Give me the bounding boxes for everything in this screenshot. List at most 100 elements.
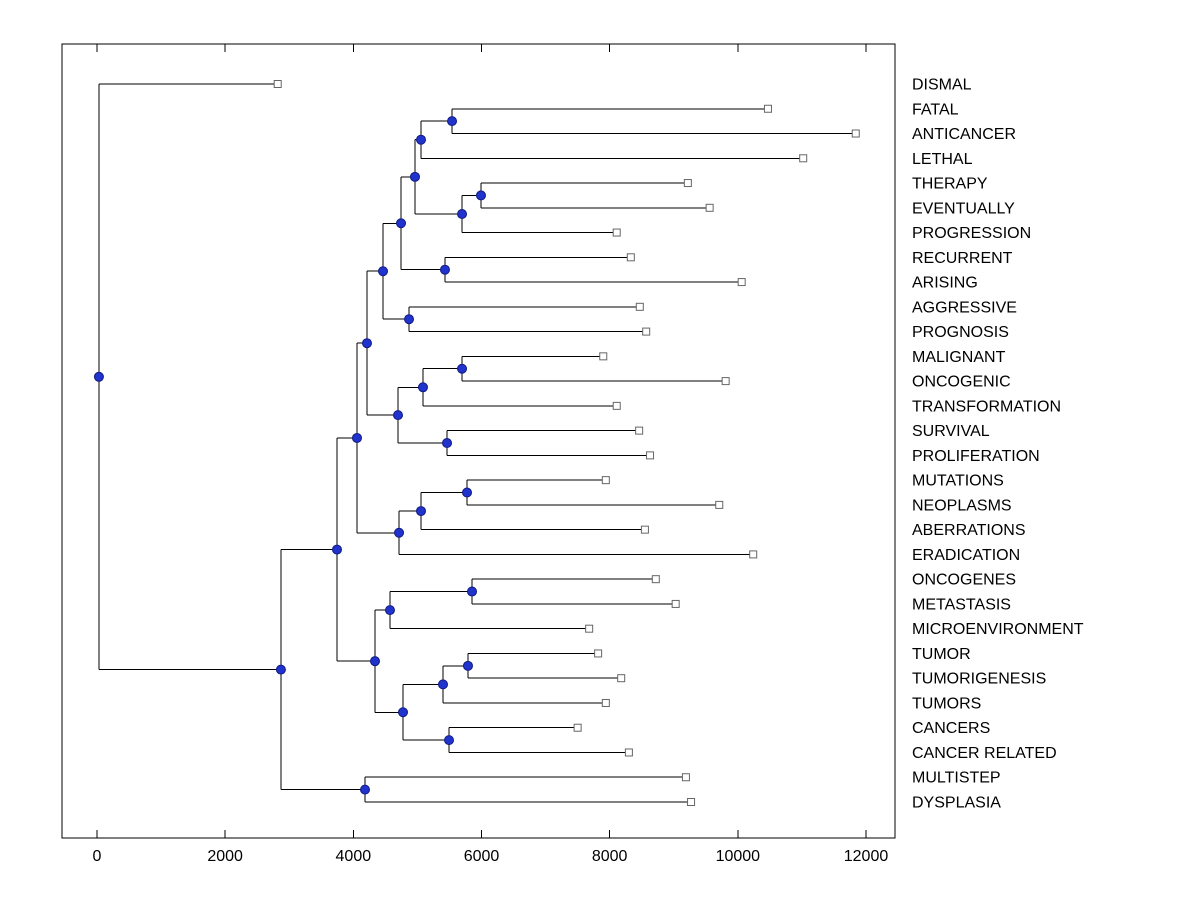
internal-node-marker xyxy=(369,656,380,667)
leaf-tip-marker xyxy=(705,203,714,212)
internal-node-marker xyxy=(457,363,468,374)
internal-node-marker xyxy=(442,438,453,448)
leaf-label: NEOPLASMS xyxy=(912,497,1012,514)
leaf-label: MUTATIONS xyxy=(912,473,1004,490)
leaf-tip-marker xyxy=(671,599,680,608)
leaf-label: SURVIVAL xyxy=(912,423,990,440)
leaf-label: ABERRATIONS xyxy=(912,522,1026,539)
leaf-label: MALIGNANT xyxy=(912,349,1006,366)
leaf-tip-marker xyxy=(651,575,660,584)
internal-node-marker xyxy=(361,338,372,349)
internal-node-marker xyxy=(404,314,415,325)
internal-node-marker xyxy=(409,171,420,182)
labels-group: DISMAL FATAL ANTICANCER LETHAL THERAPY EVENTU… xyxy=(93,77,1084,866)
internal-node-marker xyxy=(444,735,455,746)
leaf-tip-marker xyxy=(721,377,730,386)
leaf-tip-marker xyxy=(612,228,621,237)
leaf-label: TUMORS xyxy=(912,695,981,712)
leaf-label: EVENTUALLY xyxy=(912,200,1015,217)
internal-node-marker xyxy=(331,544,342,555)
leaf-tip-marker xyxy=(683,179,692,188)
leaf-label: MULTISTEP xyxy=(912,770,1001,787)
leaf-tip-marker xyxy=(273,80,282,88)
x-tick-label: 2000 xyxy=(207,848,243,865)
node-markers xyxy=(93,80,860,806)
leaf-label: ANTICANCER xyxy=(912,126,1016,143)
internal-node-marker xyxy=(467,586,478,597)
leaf-label: AGGRESSIVE xyxy=(912,299,1017,316)
internal-node-marker xyxy=(417,382,428,393)
leaf-label: TUMORIGENESIS xyxy=(912,671,1046,688)
internal-node-marker xyxy=(384,605,395,616)
leaf-tip-marker xyxy=(749,550,758,559)
x-tick-label: 8000 xyxy=(592,848,628,865)
internal-node-marker xyxy=(396,218,407,229)
x-tick-label: 12000 xyxy=(844,848,889,865)
leaf-tip-marker xyxy=(851,129,860,138)
leaf-label: PROGNOSIS xyxy=(912,324,1009,341)
leaf-tip-marker xyxy=(626,253,635,262)
axis-group xyxy=(61,43,896,839)
leaf-tip-marker xyxy=(617,674,626,683)
leaf-tip-marker xyxy=(635,302,644,311)
internal-node-marker xyxy=(475,190,486,201)
internal-node-marker xyxy=(437,679,448,690)
leaf-tip-marker xyxy=(646,451,655,460)
leaf-label: DYSPLASIA xyxy=(912,795,1001,812)
x-tick-label: 10000 xyxy=(716,848,761,865)
leaf-label: PROLIFERATION xyxy=(912,448,1040,465)
leaf-tip-marker xyxy=(681,773,690,782)
leaf-label: LETHAL xyxy=(912,151,973,168)
leaf-tip-marker xyxy=(594,649,603,658)
leaf-tip-marker xyxy=(799,154,808,163)
leaf-label: CANCERS xyxy=(912,720,990,737)
internal-node-marker xyxy=(397,707,408,718)
internal-node-marker xyxy=(416,506,427,517)
x-tick-label: 0 xyxy=(93,848,102,865)
internal-node-marker xyxy=(416,134,427,145)
internal-node-marker xyxy=(462,487,473,498)
leaf-label: CANCER RELATED xyxy=(912,745,1057,762)
internal-node-marker xyxy=(394,527,405,538)
leaf-label: PROGRESSION xyxy=(912,225,1031,242)
internal-node-marker xyxy=(351,432,362,443)
leaf-label: ONCOGENIC xyxy=(912,374,1011,391)
leaf-label: RECURRENT xyxy=(912,250,1013,267)
leaf-tip-marker xyxy=(640,525,649,534)
leaf-label: ERADICATION xyxy=(912,547,1020,564)
internal-node-marker xyxy=(378,266,389,277)
leaf-tip-marker xyxy=(687,798,696,806)
internal-node-marker xyxy=(275,664,286,675)
internal-node-marker xyxy=(462,660,473,671)
internal-node-marker xyxy=(392,410,403,421)
leaf-tip-marker xyxy=(599,352,608,361)
leaf-tip-marker xyxy=(612,401,621,410)
leaf-label: THERAPY xyxy=(912,176,988,193)
x-tick-label: 4000 xyxy=(336,848,372,865)
leaf-label: ONCOGENES xyxy=(912,572,1016,589)
plot-area-border xyxy=(61,43,896,839)
internal-node-marker xyxy=(447,116,458,127)
leaf-label: ARISING xyxy=(912,275,978,292)
internal-node-marker xyxy=(93,371,104,382)
leaf-label: FATAL xyxy=(912,101,959,118)
leaf-tip-marker xyxy=(601,698,610,707)
leaf-label: TUMOR xyxy=(912,646,971,663)
leaf-tip-marker xyxy=(642,327,651,336)
leaf-tip-marker xyxy=(573,723,582,732)
leaf-tip-marker xyxy=(624,748,633,757)
x-tick-label: 6000 xyxy=(464,848,500,865)
internal-node-marker xyxy=(439,264,450,275)
leaf-tip-marker xyxy=(737,278,746,287)
leaf-label: METASTASIS xyxy=(912,596,1011,613)
leaf-label: DISMAL xyxy=(912,77,972,94)
leaf-tip-marker xyxy=(763,104,772,113)
internal-node-marker xyxy=(359,784,370,795)
leaf-tip-marker xyxy=(585,624,594,633)
leaf-tip-marker xyxy=(635,426,644,435)
dendrogram-edges xyxy=(98,83,856,803)
leaf-tip-marker xyxy=(601,476,610,485)
internal-node-marker xyxy=(457,208,468,219)
